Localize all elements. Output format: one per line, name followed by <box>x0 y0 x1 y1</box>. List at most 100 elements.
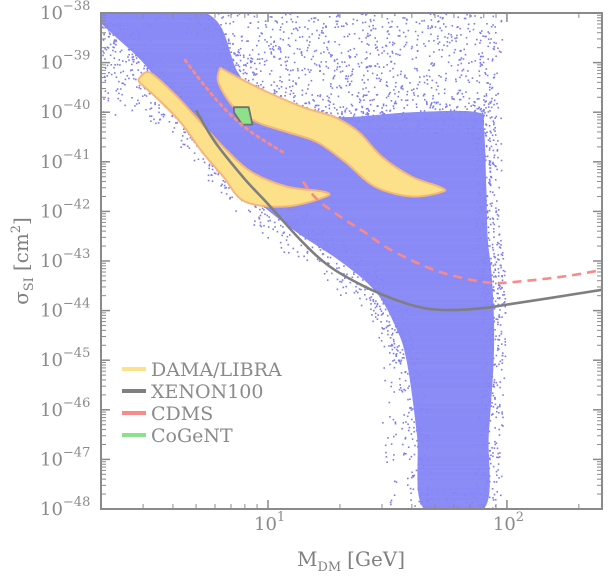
scan-point <box>365 51 368 54</box>
scan-point <box>474 15 476 17</box>
scan-point <box>498 339 501 341</box>
scan-point <box>488 160 491 162</box>
scan-point <box>353 113 356 116</box>
scan-point <box>488 149 491 151</box>
scan-point <box>287 56 290 59</box>
scan-point <box>416 38 419 41</box>
scan-point <box>362 112 365 115</box>
scan-point <box>426 102 428 105</box>
scan-point <box>386 314 389 317</box>
scan-point <box>378 336 381 339</box>
scan-point <box>270 84 273 86</box>
scan-point <box>490 145 493 148</box>
scan-point <box>492 452 494 454</box>
scan-point <box>453 51 455 54</box>
scan-point <box>473 23 476 25</box>
scan-point <box>373 14 376 17</box>
scan-point <box>316 104 318 107</box>
scan-point <box>393 62 396 65</box>
scan-point <box>149 108 152 110</box>
scan-point <box>488 209 491 212</box>
scan-point <box>295 83 297 85</box>
scan-point <box>211 180 214 182</box>
scan-point <box>128 53 130 56</box>
scan-point <box>132 56 135 58</box>
scan-point <box>133 77 135 80</box>
scan-point <box>486 82 488 84</box>
scan-point <box>114 72 116 74</box>
scan-point <box>327 262 329 264</box>
scan-point <box>498 234 500 236</box>
scan-point <box>501 343 503 345</box>
y-axis-title-unit: [cm <box>9 233 33 271</box>
scan-point <box>489 164 492 166</box>
scan-point <box>495 442 498 444</box>
scan-point <box>369 52 372 55</box>
y-tick-label: 10−45 <box>40 346 90 371</box>
scan-point <box>322 32 324 34</box>
scan-point <box>359 297 361 300</box>
scan-point <box>193 159 196 162</box>
scan-point <box>300 244 303 247</box>
scan-point <box>285 21 288 23</box>
scan-point <box>116 88 119 90</box>
scan-point <box>491 246 494 249</box>
scan-point <box>497 292 499 295</box>
scan-point <box>424 45 427 47</box>
scan-point <box>381 111 384 114</box>
scan-point <box>399 384 401 386</box>
scan-point <box>446 45 449 47</box>
scan-point <box>500 51 502 53</box>
scan-point <box>487 226 490 229</box>
scan-point <box>372 320 374 323</box>
scan-point <box>494 329 496 331</box>
scan-point <box>449 104 451 106</box>
scan-point <box>496 168 498 171</box>
scan-point <box>391 50 393 53</box>
scan-point <box>345 22 347 24</box>
scan-point <box>480 16 482 19</box>
scan-point <box>493 255 495 258</box>
scan-point <box>346 23 348 26</box>
scan-point <box>393 494 396 496</box>
scan-point <box>392 76 395 78</box>
scan-point <box>159 118 162 121</box>
scan-point <box>488 457 491 460</box>
scan-point <box>484 71 486 74</box>
scan-point <box>390 345 392 347</box>
scan-point <box>411 45 413 48</box>
scan-point <box>247 57 249 60</box>
scan-point <box>440 76 442 78</box>
scan-point <box>292 28 295 30</box>
scan-point <box>496 447 499 450</box>
cogent-region <box>233 106 254 126</box>
scan-point <box>301 94 304 96</box>
scan-point <box>413 421 415 423</box>
scan-point <box>455 80 457 83</box>
scan-point <box>365 87 367 89</box>
scan-point <box>392 41 394 44</box>
scan-point <box>323 273 326 275</box>
scan-point <box>376 305 378 308</box>
scan-point <box>263 51 266 54</box>
scan-point <box>109 43 112 46</box>
scan-point <box>341 111 343 113</box>
scan-point <box>373 19 375 22</box>
scan-point <box>438 74 440 77</box>
scan-point <box>500 19 503 22</box>
scan-point <box>246 72 248 75</box>
scan-point <box>340 52 343 54</box>
scan-point <box>325 65 328 68</box>
y-tick-label: 10−44 <box>40 297 90 322</box>
scan-point <box>426 79 429 81</box>
scan-point <box>241 39 243 42</box>
scan-point <box>150 107 153 109</box>
scan-point <box>312 99 314 101</box>
scan-point <box>493 103 495 106</box>
scan-point <box>428 69 430 71</box>
scan-point <box>106 64 109 67</box>
scan-point <box>497 344 500 347</box>
scan-point <box>494 164 496 167</box>
scan-point <box>354 56 356 58</box>
scan-point <box>393 454 395 456</box>
